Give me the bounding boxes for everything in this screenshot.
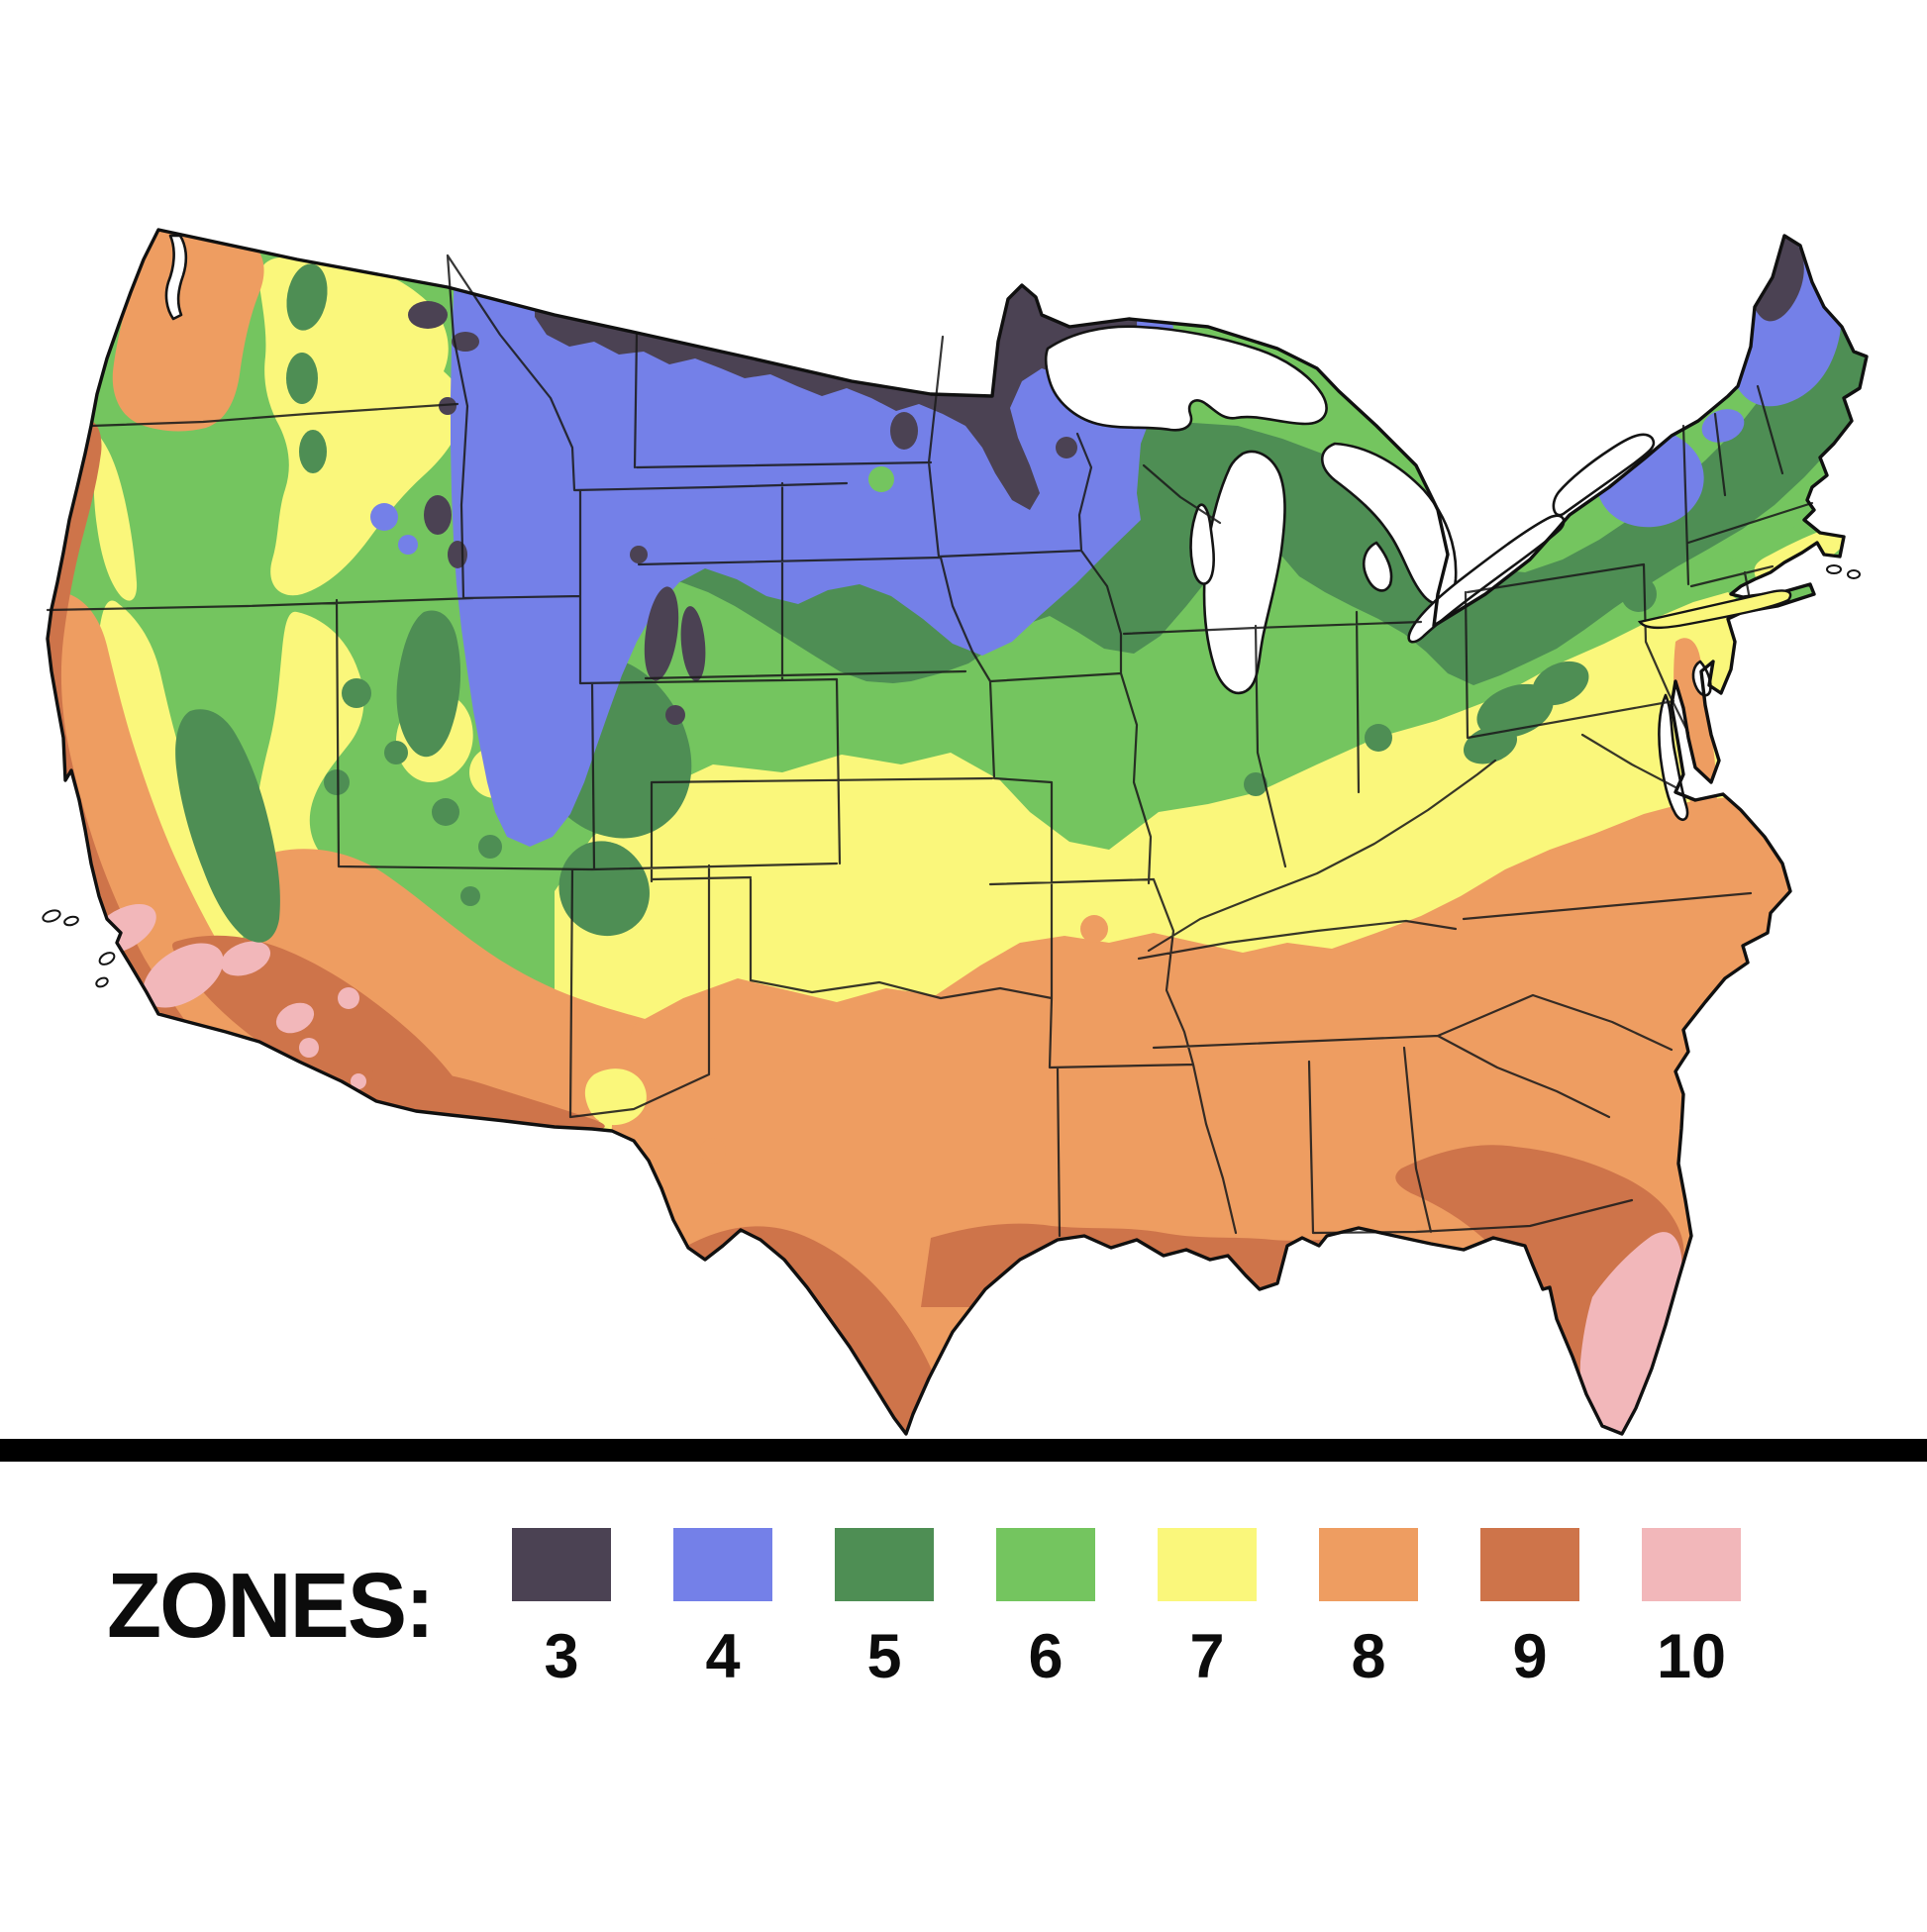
lake-erie-shape bbox=[1407, 514, 1566, 644]
legend-cell-zone-3: 3 bbox=[512, 1528, 611, 1688]
chesapeake-bay-shape bbox=[1658, 693, 1689, 822]
legend-swatch-zone-9 bbox=[1480, 1528, 1579, 1601]
lake-superior-shape bbox=[1044, 325, 1328, 432]
legend-swatch-zone-3 bbox=[512, 1528, 611, 1601]
zone-layer-6-patches bbox=[1687, 504, 1842, 596]
legend-zone-number: 4 bbox=[705, 1622, 741, 1691]
saginaw-bay-shape bbox=[1363, 541, 1393, 592]
long-island-shape bbox=[1637, 589, 1792, 630]
puget-sound-shape bbox=[164, 234, 188, 321]
lake-huron-shape bbox=[1320, 442, 1458, 606]
channel-island bbox=[42, 909, 61, 923]
channel-island bbox=[63, 915, 79, 927]
legend-cell-zone-10: 10 bbox=[1642, 1528, 1741, 1688]
legend-cell-zone-7: 7 bbox=[1158, 1528, 1257, 1688]
legend-cell-zone-6: 6 bbox=[996, 1528, 1095, 1688]
legend-swatch-zone-8 bbox=[1319, 1528, 1418, 1601]
legend-zone-number: 6 bbox=[1028, 1622, 1064, 1691]
legend-cell-zone-9: 9 bbox=[1480, 1528, 1579, 1688]
divider-bar bbox=[0, 1439, 1927, 1462]
legend-cell-zone-8: 8 bbox=[1319, 1528, 1418, 1688]
legend-title: ZONES: bbox=[107, 1554, 435, 1657]
legend-cell-zone-4: 4 bbox=[673, 1528, 772, 1688]
state-borders bbox=[46, 254, 1814, 1238]
channel-island bbox=[98, 952, 116, 966]
legend-swatch-zone-5 bbox=[835, 1528, 934, 1601]
legend-swatch-zone-4 bbox=[673, 1528, 772, 1601]
green-bay-shape bbox=[1189, 503, 1215, 585]
legend-zone-number: 9 bbox=[1512, 1622, 1548, 1691]
legend-cell-zone-5: 5 bbox=[835, 1528, 934, 1688]
lake-ontario-shape bbox=[1552, 433, 1656, 517]
legend-zone-number: 3 bbox=[544, 1622, 579, 1691]
legend-swatch-zone-10 bbox=[1642, 1528, 1741, 1601]
legend-swatch-zone-7 bbox=[1158, 1528, 1257, 1601]
channel-island bbox=[95, 976, 109, 988]
legend-zone-number: 8 bbox=[1351, 1622, 1386, 1691]
marthas-vineyard-island bbox=[1847, 569, 1861, 579]
legend-swatch-zone-6 bbox=[996, 1528, 1095, 1601]
nantucket-island bbox=[1826, 564, 1842, 574]
legend-zone-number: 7 bbox=[1189, 1622, 1225, 1691]
great-lakes bbox=[164, 234, 1712, 822]
legend-row: 3 4 5 6 7 8 9 10 bbox=[512, 1528, 1741, 1688]
legend-zone-number: 5 bbox=[866, 1622, 902, 1691]
legend-zone-number: 10 bbox=[1656, 1622, 1727, 1691]
